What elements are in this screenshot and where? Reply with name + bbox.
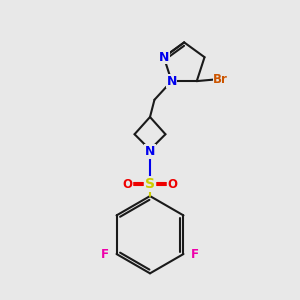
Text: N: N [145, 145, 155, 158]
Text: S: S [145, 177, 155, 191]
Text: O: O [167, 178, 177, 191]
Text: F: F [101, 248, 109, 260]
Text: Br: Br [213, 73, 228, 86]
Text: N: N [167, 75, 177, 88]
Text: F: F [191, 248, 199, 260]
Text: O: O [123, 178, 133, 191]
Text: N: N [159, 51, 169, 64]
